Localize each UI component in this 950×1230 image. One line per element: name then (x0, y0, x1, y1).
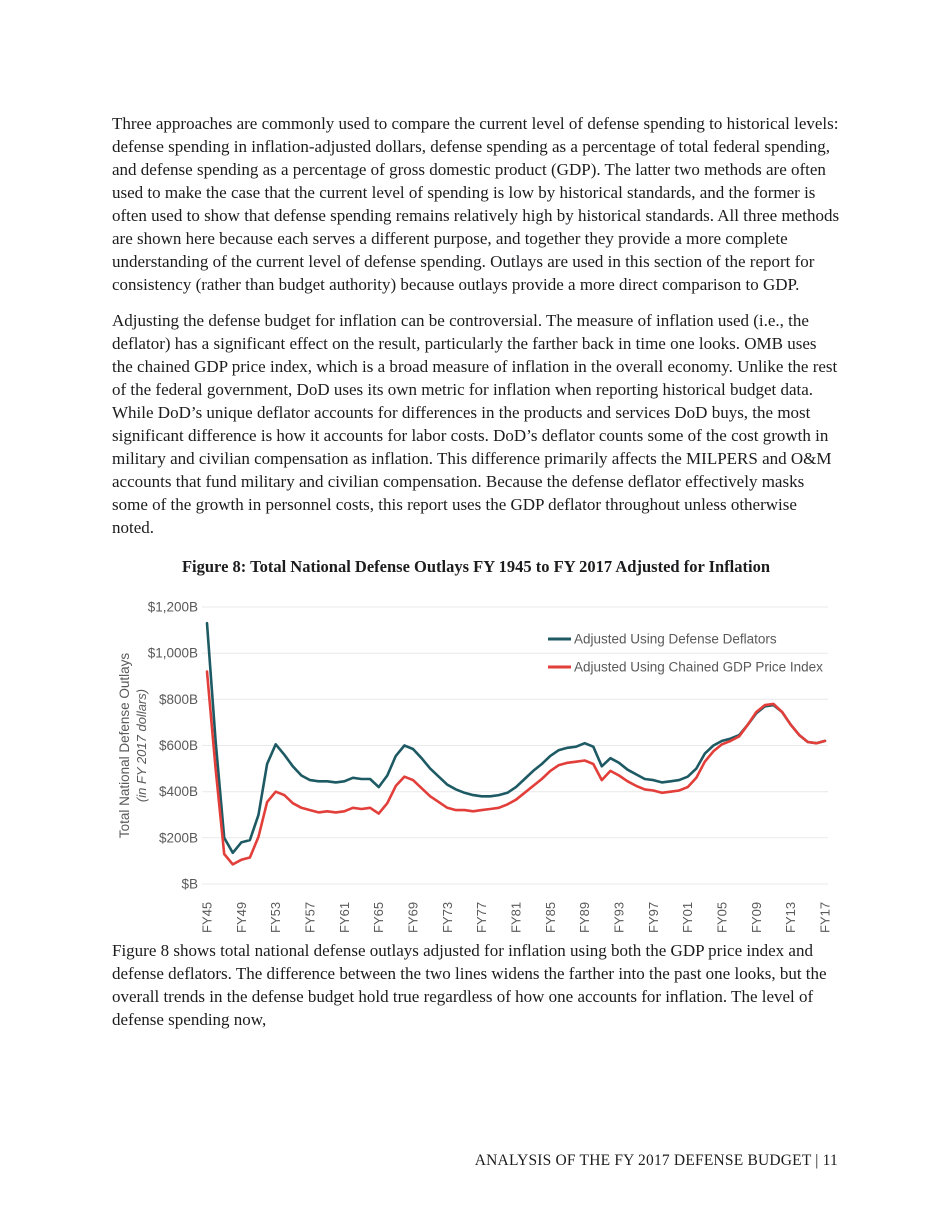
paragraph-approaches: Three approaches are commonly used to co… (112, 114, 840, 294)
svg-text:FY85: FY85 (543, 902, 558, 933)
page-content: Three approaches are commonly used to co… (112, 112, 840, 1044)
svg-text:FY65: FY65 (371, 902, 386, 933)
svg-text:$800B: $800B (159, 692, 198, 707)
paragraph-inflation-adjustment: Adjusting the defense budget for inflati… (112, 311, 838, 537)
svg-text:$1,000B: $1,000B (148, 646, 198, 661)
svg-text:$400B: $400B (159, 784, 198, 799)
svg-text:$200B: $200B (159, 830, 198, 845)
svg-text:FY05: FY05 (715, 902, 730, 933)
figure-title: Figure 8: Total National Defense Outlays… (181, 557, 771, 576)
svg-text:FY49: FY49 (234, 902, 249, 933)
svg-text:FY69: FY69 (406, 902, 421, 933)
svg-text:FY89: FY89 (577, 902, 592, 933)
figure-8-chart: $B $200B $400B $600B $800B $1,000B $1,200B FY45… (112, 581, 838, 939)
svg-text:FY97: FY97 (646, 902, 661, 933)
defense-outlays-line-chart: $B $200B $400B $600B $800B $1,000B $1,200B FY45… (117, 600, 833, 934)
svg-text:$1,200B: $1,200B (148, 600, 198, 615)
paragraph-figure-discussion: Figure 8 shows total national defense ou… (112, 941, 827, 1029)
svg-text:FY09: FY09 (749, 902, 764, 933)
svg-text:FY01: FY01 (680, 902, 695, 933)
svg-text:(in FY 2017 dollars): (in FY 2017 dollars) (134, 689, 149, 802)
svg-text:$B: $B (181, 877, 198, 892)
svg-text:$600B: $600B (159, 738, 198, 753)
svg-text:FY17: FY17 (818, 902, 833, 933)
svg-text:FY73: FY73 (440, 902, 455, 933)
svg-text:FY77: FY77 (474, 902, 489, 933)
svg-text:Adjusted Using Chained GDP Pri: Adjusted Using Chained GDP Price Index (574, 660, 823, 675)
footer-text: ANALYSIS OF THE FY 2017 DEFENSE BUDGET |… (474, 1152, 838, 1169)
svg-text:FY57: FY57 (303, 902, 318, 933)
svg-text:FY61: FY61 (337, 902, 352, 933)
svg-text:FY13: FY13 (783, 902, 798, 933)
svg-text:FY53: FY53 (268, 902, 283, 933)
svg-text:Adjusted Using Defense Deflato: Adjusted Using Defense Deflators (574, 632, 777, 647)
svg-text:Total National Defense Outlays: Total National Defense Outlays (117, 653, 132, 839)
page-footer: ANALYSIS OF THE FY 2017 DEFENSE BUDGET |… (475, 1152, 838, 1170)
svg-text:FY93: FY93 (612, 902, 627, 933)
svg-text:FY81: FY81 (509, 902, 524, 933)
svg-text:FY45: FY45 (200, 902, 215, 933)
